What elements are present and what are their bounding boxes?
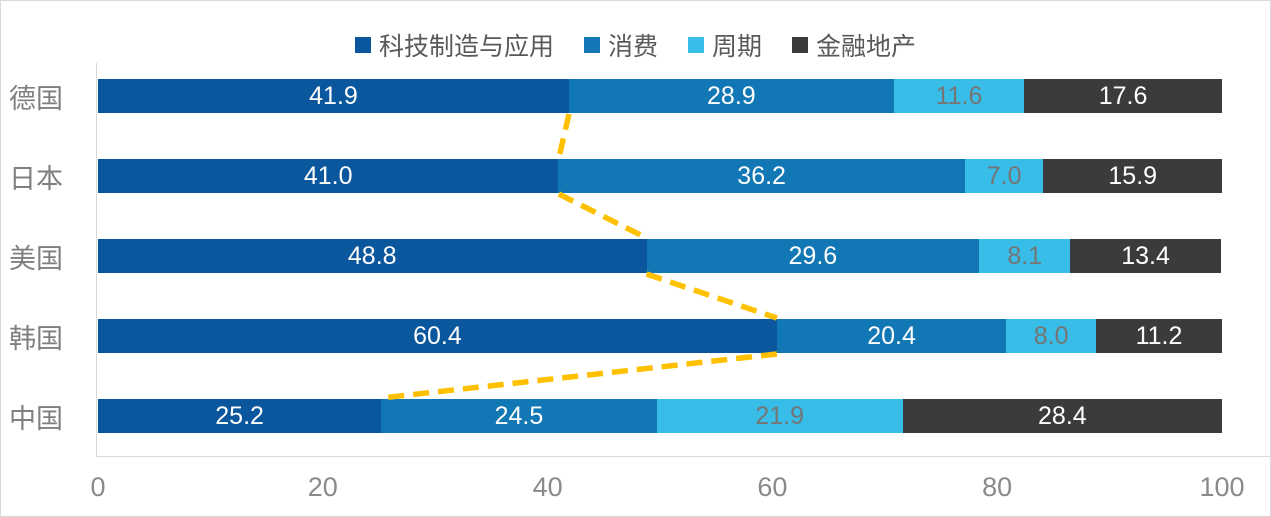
value-label: 48.8 [347, 242, 397, 270]
value-label: 11.2 [1135, 322, 1183, 350]
legend-swatch-icon [688, 37, 704, 53]
bar-segment: 25.2 [98, 399, 382, 433]
legend-label: 消费 [607, 33, 658, 61]
bar-segment: 8.1 [979, 239, 1071, 273]
value-label: 7.0 [986, 162, 1022, 190]
value-label: 8.0 [1033, 322, 1069, 350]
category-label: 日本 [9, 163, 63, 194]
bar-row: 韩国 60.4 20.4 8.0 11.2 [1, 319, 1270, 354]
value-label: 24.5 [494, 402, 544, 430]
x-axis-line [96, 456, 1270, 457]
bar-track: 60.4 20.4 8.0 11.2 [98, 319, 1222, 353]
bar-segment: 8.0 [1006, 319, 1097, 353]
legend-label: 周期 [712, 33, 763, 61]
category-label: 德国 [9, 83, 63, 114]
x-axis-tick-label: 20 [307, 472, 338, 502]
bar-segment: 29.6 [646, 239, 980, 273]
bar-segment: 17.6 [1024, 79, 1222, 113]
category-label: 美国 [9, 243, 63, 274]
x-axis-tick-label: 80 [982, 472, 1013, 502]
bar-row: 中国 25.2 24.5 21.9 28.4 [1, 399, 1270, 434]
legend-item: 金融地产 [792, 27, 916, 63]
bar-segment: 41.9 [98, 79, 569, 113]
bar-segment: 11.2 [1096, 319, 1222, 353]
x-axis-tick-label: 0 [90, 472, 106, 502]
value-label: 36.2 [737, 162, 786, 190]
bar-track: 41.9 28.9 11.6 17.6 [98, 79, 1222, 113]
bar-segment: 36.2 [558, 159, 965, 193]
value-label: 13.4 [1121, 242, 1170, 270]
bar-segment: 28.9 [568, 79, 894, 113]
bar-row: 美国 48.8 29.6 8.1 13.4 [1, 239, 1270, 274]
legend-label: 金融地产 [816, 33, 917, 61]
legend-swatch-icon [583, 37, 600, 53]
value-label: 15.9 [1108, 162, 1158, 190]
value-label: 11.6 [935, 82, 983, 110]
value-label: 8.1 [1007, 242, 1043, 270]
legend-swatch-icon [792, 37, 809, 53]
legend-item: 周期 [688, 27, 762, 63]
value-label: 17.6 [1098, 82, 1148, 110]
x-axis-tick-label: 60 [757, 472, 788, 502]
legend: 科技制造与应用 消费 周期 金融地产 [1, 27, 1270, 63]
value-label: 25.2 [215, 402, 264, 430]
value-label: 21.9 [755, 402, 805, 430]
bar-segment: 13.4 [1070, 239, 1221, 273]
category-label: 中国 [9, 403, 63, 434]
value-label: 20.4 [867, 322, 916, 350]
value-label: 28.4 [1038, 402, 1087, 430]
value-label: 28.9 [707, 82, 756, 110]
value-label: 29.6 [788, 242, 838, 270]
bar-track: 25.2 24.5 21.9 28.4 [98, 399, 1222, 433]
y-axis-line [96, 63, 97, 456]
bar-segment: 11.6 [893, 79, 1025, 113]
legend-swatch-icon [354, 37, 371, 53]
x-axis-tick-label: 40 [532, 472, 563, 502]
value-label: 41.0 [303, 162, 353, 190]
category-label: 韩国 [9, 323, 63, 354]
bar-track: 41.0 36.2 7.0 15.9 [98, 159, 1222, 193]
bar-row: 日本 41.0 36.2 7.0 15.9 [1, 159, 1270, 194]
legend-label: 科技制造与应用 [378, 33, 554, 61]
value-label: 41.9 [309, 82, 358, 110]
bar-track: 48.8 29.6 8.1 13.4 [98, 239, 1222, 273]
bar-segment: 21.9 [656, 399, 903, 433]
legend-item: 科技制造与应用 [354, 27, 554, 63]
bar-segment: 7.0 [964, 159, 1044, 193]
bar-segment: 20.4 [776, 319, 1007, 353]
bar-segment: 41.0 [98, 159, 559, 193]
bar-row: 德国 41.9 28.9 11.6 17.6 [1, 79, 1270, 114]
legend-item: 消费 [583, 27, 658, 63]
bar-segment: 28.4 [902, 399, 1222, 433]
bar-segment: 15.9 [1043, 159, 1222, 193]
x-axis-tick-label: 100 [1199, 472, 1245, 502]
bar-segment: 24.5 [381, 399, 657, 433]
bar-segment: 48.8 [98, 239, 647, 273]
value-label: 60.4 [413, 322, 462, 350]
bar-segment: 60.4 [98, 319, 777, 353]
